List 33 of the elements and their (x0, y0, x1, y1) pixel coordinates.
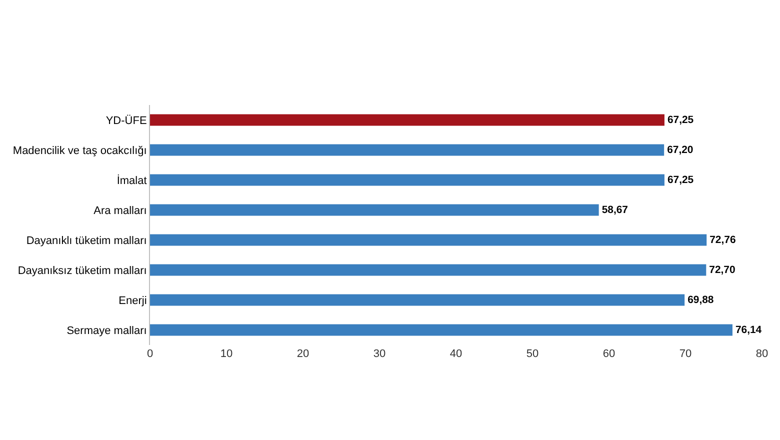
y-tick-label: İmalat (116, 174, 147, 187)
bar (150, 174, 664, 186)
x-tick-label: 60 (602, 348, 616, 360)
x-tick-label: 30 (373, 348, 386, 360)
y-tick-label: Dayanıksız tüketim malları (18, 264, 147, 277)
data-label: 72,76 (710, 234, 736, 246)
data-label: 69,88 (688, 294, 714, 306)
y-tick-label: Sermaye malları (66, 324, 147, 337)
y-tick-label: Madencilik ve taş ocakcılığı (12, 144, 147, 157)
bar (150, 294, 685, 306)
x-tick-label: 80 (756, 348, 768, 360)
data-label: 72,70 (709, 264, 736, 276)
data-label: 67,20 (667, 144, 694, 156)
y-tick-label: Ara malları (94, 204, 147, 217)
bar (150, 264, 706, 276)
data-label: 76,14 (735, 324, 762, 336)
data-label: 58,67 (602, 204, 628, 216)
x-tick-label: 20 (296, 348, 310, 360)
y-tick-label: Enerji (118, 294, 147, 307)
bar (150, 324, 732, 336)
data-label: 67,25 (667, 174, 694, 186)
bar (150, 204, 599, 216)
bar (150, 234, 707, 246)
x-tick-label: 10 (220, 348, 233, 360)
y-tick-label: YD-ÜFE (106, 114, 147, 127)
y-tick-label: Dayanıklı tüketim malları (26, 234, 147, 247)
x-tick-label: 0 (146, 348, 154, 360)
x-tick-label: 50 (526, 348, 539, 360)
data-label: 67,25 (667, 114, 694, 126)
bar (150, 144, 664, 156)
x-tick-label: 40 (450, 348, 462, 360)
x-tick-label: 70 (679, 348, 692, 360)
bar (150, 114, 664, 126)
